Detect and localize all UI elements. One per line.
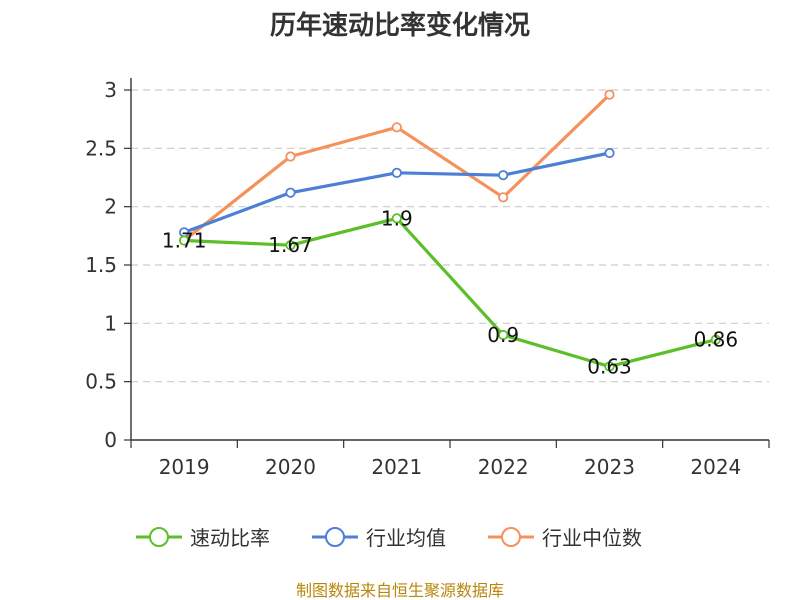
data-label: 0.9 [487,323,519,347]
data-point[interactable] [391,167,402,178]
legend-item[interactable]: 速动比率 [136,526,270,550]
grid-lines [131,89,769,383]
chart-title: 历年速动比率变化情况 [270,10,530,41]
y-tick-label: 1 [104,311,117,335]
data-point[interactable] [179,235,190,246]
data-point[interactable] [391,213,402,224]
legend-label: 速动比率 [190,526,270,550]
source-note: 制图数据来自恒生聚源数据库 [296,581,504,600]
data-label: 0.86 [694,328,739,352]
data-labels: 1.71 1.67 1.9 0.9 0.63 0.86 [162,206,738,378]
data-point[interactable] [604,361,615,372]
data-point[interactable] [710,334,721,345]
x-tick-label: 2022 [478,455,529,479]
legend-label: 行业均值 [366,526,446,550]
y-tick-label: 2 [104,195,117,219]
y-tick-label: 1.5 [85,253,117,277]
data-point[interactable] [391,122,402,133]
data-point[interactable] [285,187,296,198]
legend-marker-icon [325,527,345,547]
data-point[interactable] [285,240,296,251]
data-label: 0.63 [587,355,632,379]
legend-item[interactable]: 行业均值 [312,526,446,550]
x-tick-label: 2023 [584,455,635,479]
data-point[interactable] [285,151,296,162]
legend[interactable]: 速动比率 行业均值 行业中位数 [136,526,642,550]
y-tick-label: 3 [104,78,117,102]
x-tick-label: 2024 [690,455,741,479]
data-point[interactable] [604,147,615,159]
x-tick-label: 2019 [159,455,210,479]
legend-label: 行业中位数 [542,526,642,550]
data-label: 1.9 [381,206,413,230]
series-line [184,216,717,369]
legend-item[interactable]: 行业中位数 [488,526,642,550]
data-point[interactable] [498,170,509,181]
legend-marker-icon [149,527,169,547]
data-label: 1.67 [268,233,313,257]
data-point[interactable] [604,89,615,100]
series-group [179,89,721,372]
data-point[interactable] [498,329,509,341]
x-tick-label: 2021 [371,455,422,479]
axes: 0 0.5 1 1.5 2 2.5 3 2019 2020 2021 2022 2023 2024 [85,78,770,479]
x-tick-label: 2020 [265,455,316,479]
data-point[interactable] [498,192,509,203]
legend-marker-icon [501,527,521,547]
y-tick-label: 0 [104,428,117,452]
y-tick-label: 0.5 [85,370,117,394]
y-tick-label: 2.5 [85,136,117,160]
data-label: 1.71 [162,229,207,253]
